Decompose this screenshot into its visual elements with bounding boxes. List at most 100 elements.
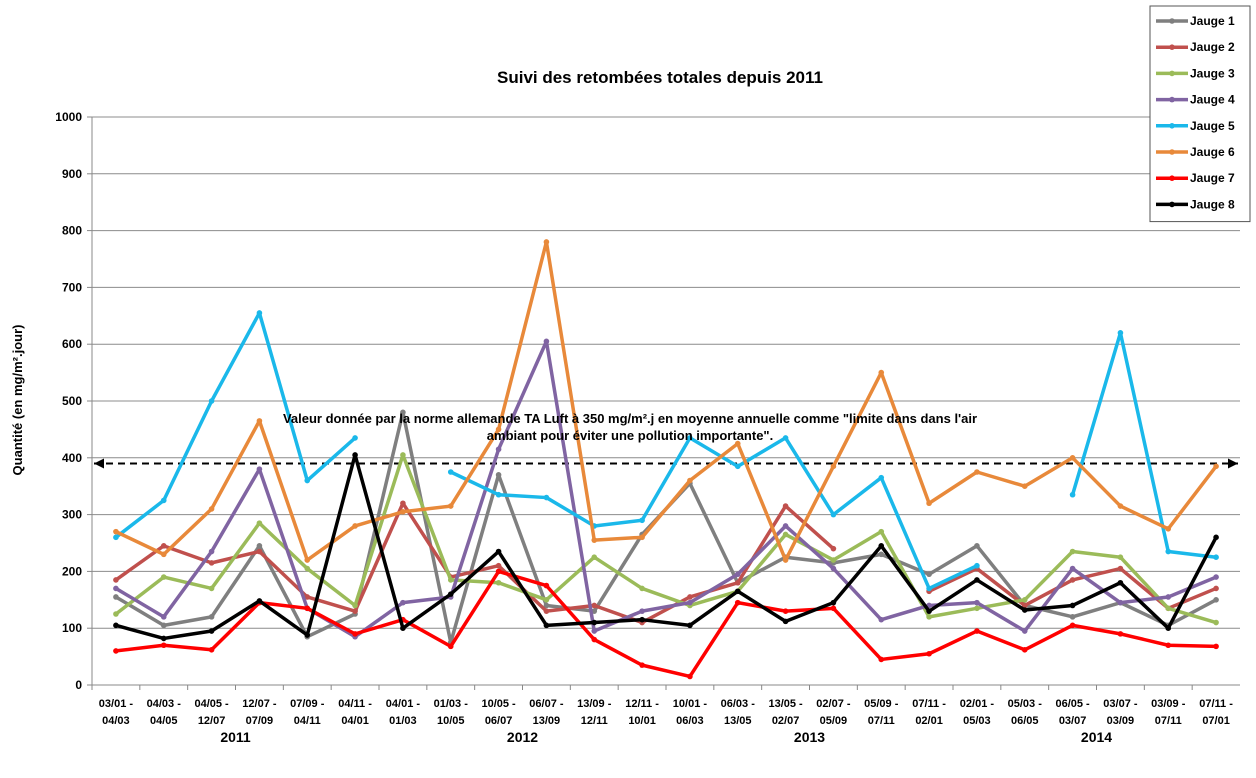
series-marker [1021, 483, 1028, 490]
series-line [114, 453, 1217, 625]
series-marker [639, 585, 645, 592]
y-tick-label: 900 [62, 167, 82, 181]
x-tick-label: 12/11 -10/01 [625, 698, 659, 727]
series-marker [830, 599, 837, 606]
legend-label: Jauge 6 [1190, 145, 1235, 159]
series-marker [1213, 554, 1219, 560]
series-marker [352, 631, 358, 637]
series-marker [687, 599, 693, 606]
series-marker [734, 599, 741, 606]
series-marker [256, 418, 263, 424]
x-tick-label: 06/07 -13/09 [529, 698, 564, 727]
y-tick-label: 500 [62, 394, 82, 408]
series-marker [160, 574, 167, 580]
series-marker [208, 614, 215, 620]
series-marker [304, 557, 311, 563]
series-marker [1165, 548, 1172, 555]
series-marker [495, 548, 502, 555]
series-marker [830, 565, 837, 572]
series-marker [1069, 491, 1076, 498]
x-tick-label: 01/03 -10/05 [434, 698, 469, 727]
series-marker [1165, 605, 1172, 612]
series-marker [113, 528, 119, 535]
series-marker [208, 548, 215, 555]
series-marker [543, 239, 550, 245]
series-marker [1069, 548, 1076, 555]
series-marker [1117, 503, 1124, 509]
x-tick-label: 02/01 -05/03 [960, 698, 995, 727]
y-tick-label: 0 [75, 678, 82, 692]
series-marker [782, 435, 789, 441]
y-tick-label: 600 [62, 337, 82, 351]
series-marker [639, 517, 645, 524]
series-marker [926, 571, 932, 578]
series-marker [591, 554, 598, 560]
series-marker [878, 656, 885, 663]
series-marker [113, 534, 119, 541]
series-marker [1165, 642, 1172, 649]
series-marker [352, 602, 358, 609]
series-marker [782, 503, 789, 509]
series-marker [208, 560, 215, 566]
x-tick-label: 02/07 -05/09 [816, 698, 851, 727]
legend-label: Jauge 4 [1190, 93, 1235, 107]
series-marker [1117, 554, 1124, 560]
y-tick-label: 800 [62, 224, 82, 238]
series-marker [304, 632, 311, 638]
series-marker [1069, 455, 1076, 461]
series-marker [400, 500, 406, 507]
group-label: 2014 [1081, 729, 1112, 745]
series-marker [687, 435, 693, 441]
series-marker [543, 494, 550, 501]
series-marker [495, 568, 502, 575]
series-marker [208, 628, 215, 634]
series-marker [1165, 625, 1172, 631]
x-tick-label: 04/03 -04/05 [147, 698, 182, 727]
series-marker [543, 608, 550, 614]
series-marker [782, 557, 789, 563]
series-marker [113, 585, 119, 592]
series-marker [734, 463, 741, 470]
series-line [115, 569, 1217, 679]
series-marker [830, 511, 837, 518]
legend-marker [1169, 96, 1175, 103]
series-marker [208, 506, 215, 512]
series-marker [543, 602, 550, 609]
series-marker [1213, 574, 1219, 580]
legend-label: Jauge 5 [1190, 119, 1235, 133]
series-marker [256, 520, 263, 526]
series-marker [1213, 463, 1219, 470]
y-tick-label: 700 [62, 280, 82, 294]
legend-marker [1169, 149, 1175, 155]
series-marker [352, 435, 358, 441]
series-marker [830, 605, 837, 612]
x-tick-label: 13/09 -12/11 [577, 698, 612, 727]
series-marker [447, 643, 454, 650]
series-marker [1213, 597, 1219, 603]
series-marker [256, 598, 263, 604]
series-marker [304, 565, 311, 572]
series-marker [400, 599, 406, 606]
x-tick-label: 07/09 -04/11 [290, 698, 325, 727]
series-marker [113, 611, 119, 617]
y-tick-label: 300 [62, 508, 82, 522]
series-marker [734, 579, 741, 586]
x-tick-label: 06/03 -13/05 [721, 698, 756, 727]
series-marker [495, 579, 502, 586]
x-tick-label: 10/01 -06/03 [673, 698, 708, 727]
series-marker [1117, 599, 1124, 606]
x-tick-label: 07/11 -02/01 [912, 698, 946, 727]
series-marker [304, 477, 311, 484]
series-marker [208, 398, 215, 404]
series-marker [782, 618, 789, 625]
series-marker [495, 426, 502, 433]
series-marker [543, 622, 550, 629]
series-marker [591, 537, 598, 543]
series-marker [639, 534, 645, 541]
group-label: 2013 [794, 729, 825, 745]
series-marker [1069, 577, 1076, 583]
series-marker [1213, 585, 1219, 592]
x-tick-label: 13/05 -02/07 [768, 698, 803, 727]
series-marker [352, 608, 358, 614]
